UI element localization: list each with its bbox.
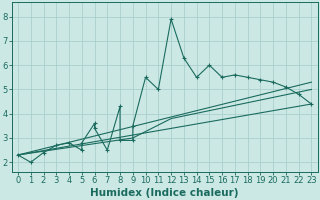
X-axis label: Humidex (Indice chaleur): Humidex (Indice chaleur) xyxy=(91,188,239,198)
